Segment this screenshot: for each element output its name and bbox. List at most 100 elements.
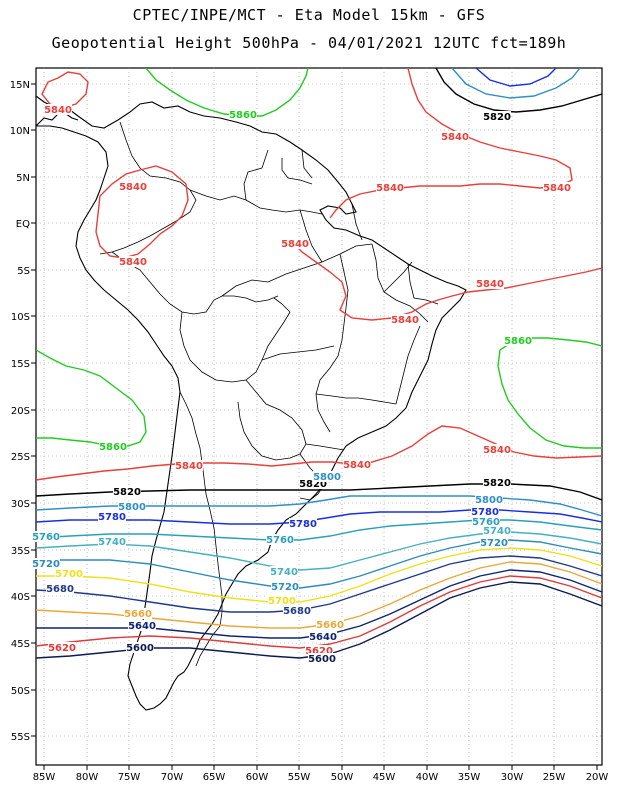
contour-label-bg — [268, 595, 296, 606]
border-bolivia — [179, 297, 291, 383]
contour-label: 5820 — [113, 487, 141, 498]
contour-label-bg — [48, 642, 76, 653]
contour-5680 — [36, 555, 602, 613]
lat-tick-label: 25S — [11, 452, 30, 463]
contour-label: 5760 — [32, 532, 60, 543]
contour-label: 5660 — [316, 620, 344, 631]
contour-label-bg — [99, 441, 127, 452]
contour-label-bg — [483, 477, 511, 488]
contour-label: 5620 — [48, 643, 76, 654]
lon-tick-label: 80W — [76, 772, 99, 783]
contour-label-bg — [175, 460, 203, 471]
contour-label: 5820 — [483, 478, 511, 489]
contour-label-bg — [283, 605, 311, 616]
lon-tick-label: 50W — [331, 772, 354, 783]
lon-tick-label: 40W — [416, 772, 439, 783]
contour-label: 5660 — [124, 609, 152, 620]
lon-tick-label: 85W — [33, 772, 56, 783]
contour-label: 5840 — [175, 461, 203, 472]
contour-label: 5780 — [98, 512, 126, 523]
contour-label-bg — [119, 256, 147, 267]
contour-label: 5840 — [44, 105, 72, 116]
contour-label-bg — [32, 531, 60, 542]
lon-tick-label: 45W — [373, 772, 396, 783]
contour-5800 — [36, 495, 602, 517]
contour-label: 5740 — [270, 567, 298, 578]
chart-title-line-1: CPTEC/INPE/MCT - Eta Model 15km - GFS — [132, 6, 486, 24]
contour-label: 5620 — [305, 646, 333, 657]
contour-label-bg — [124, 608, 152, 619]
contour-label-bg — [308, 653, 336, 664]
contour-5760 — [36, 519, 602, 541]
contour-label: 5640 — [128, 621, 156, 632]
lat-tick-label: 55S — [11, 732, 30, 743]
contour-label-bg — [98, 536, 126, 547]
contour-label: 5860 — [504, 336, 532, 347]
contour-label-bg — [128, 620, 156, 631]
contour-5840-brazil — [291, 241, 602, 321]
border-guianas — [243, 149, 313, 201]
contour-label-bg — [475, 494, 503, 505]
contour-label-bg — [483, 111, 511, 122]
contour-label-bg — [313, 471, 341, 482]
contour-label: 5680 — [46, 584, 74, 595]
contour-label: 5780 — [471, 507, 499, 518]
contour-label: 5840 — [119, 257, 147, 268]
contour-label: 5820 — [299, 479, 327, 490]
contour-label: 5720 — [32, 559, 60, 570]
border-venezuela-brazil — [189, 189, 323, 215]
contour-5740 — [36, 531, 602, 571]
contour-label-bg — [270, 566, 298, 577]
graticule — [36, 68, 602, 765]
contour-labels: 5860 5860 5860 5840 5840 5840 5840 5840 5840 5840… — [32, 104, 571, 665]
contour-label: 5640 — [309, 632, 337, 643]
contour-label: 5840 — [376, 183, 404, 194]
lon-tick-label: 60W — [246, 772, 269, 783]
contour-label-bg — [229, 109, 257, 120]
contour-label-bg — [113, 486, 141, 497]
contour-label-bg — [289, 518, 317, 529]
contour-label-bg — [55, 568, 83, 579]
contour-label: 5760 — [472, 517, 500, 528]
contour-label-bg — [118, 501, 146, 512]
border-colombia-venezuela — [99, 121, 197, 255]
contour-label-bg — [483, 444, 511, 455]
chart-title-line-2: Geopotential Height 500hPa - 04/01/2021 … — [51, 34, 567, 52]
contour-label-bg — [343, 459, 371, 470]
contour-northern-high-ring-2 — [475, 68, 557, 87]
lon-tick-label: 55W — [288, 772, 311, 783]
contour-label-bg — [305, 645, 333, 656]
lat-tick-label: 35S — [11, 546, 30, 557]
contour-label-bg — [376, 182, 404, 193]
lat-tick-label: 20S — [11, 406, 30, 417]
contour-label: 5860 — [99, 442, 127, 453]
contour-label-bg — [299, 478, 327, 489]
contour-label-bg — [504, 335, 532, 346]
lat-tick-label: 45S — [11, 639, 30, 650]
contour-northern-high-ring-1 — [451, 68, 581, 99]
contour-label-bg — [483, 525, 511, 536]
contour-5860-east — [497, 337, 602, 449]
contour-label: 5840 — [441, 132, 469, 143]
border-peru-brazil — [111, 251, 279, 315]
contour-5780 — [36, 509, 602, 525]
contour-5620 — [36, 575, 602, 649]
contour-label-bg — [98, 511, 126, 522]
lat-tick-label: EQ — [16, 219, 30, 230]
contour-label-bg — [119, 181, 147, 192]
lat-tick-label: 50S — [11, 686, 30, 697]
lon-tick-label: 30W — [501, 772, 524, 783]
contour-label-bg — [476, 278, 504, 289]
contour-5860-west — [36, 349, 147, 447]
contour-label-bg — [543, 182, 571, 193]
lat-tick-label: 30S — [11, 499, 30, 510]
contour-label: 5780 — [289, 519, 317, 530]
contour-label: 5600 — [126, 643, 154, 654]
contour-label-bg — [271, 581, 299, 592]
contour-label-bg — [316, 619, 344, 630]
contour-label: 5800 — [475, 495, 503, 506]
contour-label: 5840 — [483, 445, 511, 456]
contour-label: 5820 — [483, 112, 511, 123]
contour-label-bg — [480, 537, 508, 548]
